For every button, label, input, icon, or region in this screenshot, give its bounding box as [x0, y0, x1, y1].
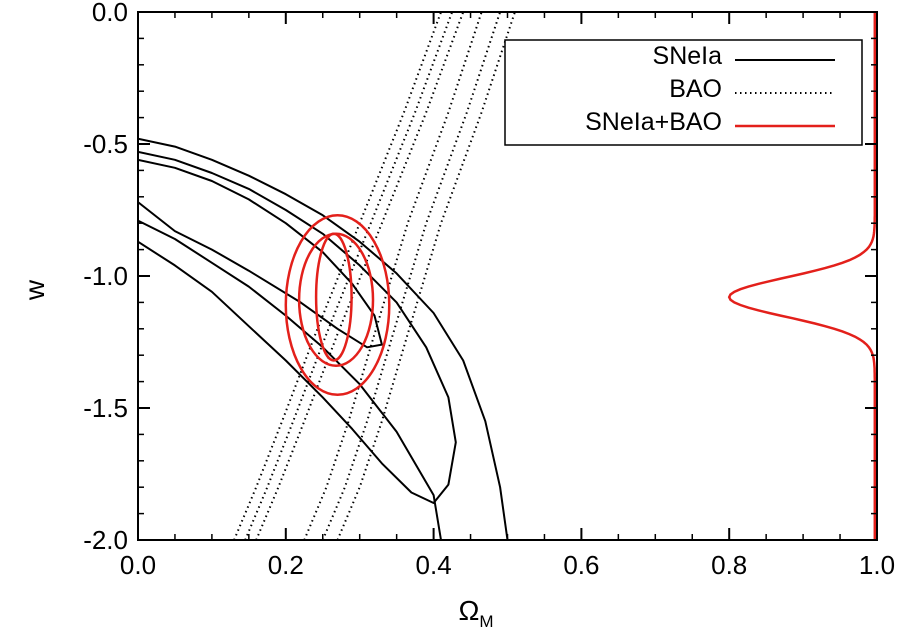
y-axis-label: w [19, 279, 50, 301]
x-tick-label-3: 0.6 [563, 550, 599, 580]
combined-contour-2 [284, 214, 391, 397]
y-tick-label-3: -1.5 [83, 393, 128, 423]
y-tick-label-0: 0.0 [92, 0, 128, 27]
ticks-layer: 0.0 0.2 0.4 0.6 0.8 1.0 0.0 -0.5 -1.0 -1.5 -2.0 [83, 0, 895, 580]
series-1-contour-3 [303, 12, 483, 540]
x-tick-label-4: 0.8 [711, 550, 747, 580]
marginal-w-curve [727, 12, 877, 540]
legend-box [504, 39, 863, 146]
plot-area [138, 12, 877, 540]
legend-label-sneia-bao: SNeIa+BAO [585, 108, 722, 136]
series-1-contour-1 [244, 12, 454, 540]
series-1-contour-5 [336, 12, 516, 540]
series-1-contour-2 [255, 12, 465, 540]
x-axis-label: ΩM [458, 595, 493, 631]
series-0-contour-1 [138, 150, 457, 504]
x-tick-label-2: 0.4 [416, 550, 452, 580]
series-0-contour-2 [138, 158, 383, 349]
legend-label-sneia: SNeIa [653, 42, 723, 70]
x-tick-label-1: 0.2 [268, 550, 304, 580]
x-tick-label-5: 1.0 [859, 550, 895, 580]
series-0-contour-0 [138, 137, 509, 540]
legend: SNeIa BAO SNeIa+BAO [504, 39, 863, 146]
y-tick-label-4: -2.0 [83, 525, 128, 555]
series-1-contour-0 [233, 12, 442, 540]
x-tick-label-0: 0.0 [120, 550, 156, 580]
y-tick-label-2: -1.0 [83, 261, 128, 291]
series-layer [138, 12, 877, 540]
combined-contour-1 [297, 232, 375, 368]
y-tick-label-1: -0.5 [83, 129, 128, 159]
legend-label-bao: BAO [669, 75, 722, 103]
combined-contour-0 [314, 232, 353, 362]
